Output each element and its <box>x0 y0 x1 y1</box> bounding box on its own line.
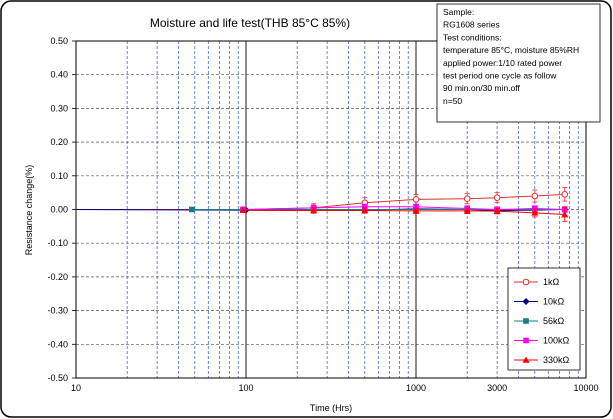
legend-item: 10kΩ <box>514 297 565 307</box>
legend-box <box>507 267 581 371</box>
legend-marker <box>522 356 530 363</box>
x-tick-label: 3000 <box>487 383 507 393</box>
y-tick-label: -0.40 <box>47 339 68 349</box>
x-axis-ticks: 10 100 1000 3000 10000 <box>71 383 599 393</box>
y-tick-label: 0.20 <box>50 137 68 147</box>
legend-label: 330kΩ <box>543 355 570 365</box>
y-tick-label: -0.20 <box>47 272 68 282</box>
note-line: test period one cycle as follow <box>443 71 557 81</box>
data-point <box>412 196 420 203</box>
data-point <box>531 209 539 216</box>
note-line: Test conditions: <box>443 32 502 42</box>
legend-item: 56kΩ <box>514 316 565 326</box>
series-line <box>242 209 565 216</box>
chart-title: Moisture and life test(THB 85°C 85%) <box>150 16 350 30</box>
legend-label: 10kΩ <box>543 297 565 307</box>
test-conditions-note: Sample: RG1608 series Test conditions: temp… <box>436 3 601 123</box>
note-line: 90 min.on/30 min.off <box>443 83 520 93</box>
legend-marker <box>523 318 529 324</box>
data-point <box>412 207 420 214</box>
y-tick-label: -0.30 <box>47 306 68 316</box>
y-tick-label: 0.00 <box>50 205 68 215</box>
data-point <box>493 194 501 202</box>
legend: 1kΩ 10kΩ 56kΩ 100kΩ 330kΩ <box>507 267 581 371</box>
x-tick-label: 10000 <box>573 383 598 393</box>
y-tick-label: 0.50 <box>50 36 68 46</box>
legend-item: 1kΩ <box>514 277 560 287</box>
data-point <box>413 204 419 210</box>
y-axis-label: Resistance change(%) <box>24 165 34 256</box>
data-point <box>561 211 569 218</box>
series-4 <box>239 206 569 222</box>
y-axis-ticks: 0.50 0.40 0.30 0.20 0.10 0.00 -0.10 -0.20 -0.30 -… <box>47 36 76 383</box>
note-line: RG1608 series <box>443 20 500 30</box>
x-axis-label: Time (Hrs) <box>310 403 352 413</box>
x-tick-label: 1000 <box>406 383 426 393</box>
legend-label: 56kΩ <box>543 316 565 326</box>
note-line: Sample: <box>443 7 474 17</box>
x-tick-label: 100 <box>238 383 253 393</box>
data-point <box>493 207 501 214</box>
data-point <box>463 195 471 203</box>
data-point <box>361 207 369 214</box>
note-line: applied power:1/10 rated power <box>443 58 562 68</box>
y-tick-label: 0.10 <box>50 171 68 181</box>
legend-marker <box>523 337 529 344</box>
data-point <box>561 191 569 198</box>
series-layer <box>75 187 569 222</box>
data-point <box>189 206 195 213</box>
legend-label: 100kΩ <box>543 336 570 346</box>
x-tick-label: 10 <box>71 383 81 393</box>
series-line <box>242 206 565 211</box>
y-tick-label: -0.10 <box>47 238 68 248</box>
legend-marker <box>522 278 530 286</box>
legend-item: 100kΩ <box>514 336 570 346</box>
data-point <box>362 204 368 210</box>
note-line: n=50 <box>443 96 462 106</box>
data-point <box>531 192 539 200</box>
legend-item: 330kΩ <box>514 355 570 365</box>
y-tick-label: 0.30 <box>50 103 68 113</box>
data-point <box>463 207 471 214</box>
note-line: temperature 85°C, moisture 85%RH <box>443 45 579 55</box>
y-tick-label: 0.40 <box>50 70 68 80</box>
y-tick-label: -0.50 <box>47 373 68 383</box>
note-box-border <box>436 3 601 123</box>
data-point <box>239 206 247 213</box>
data-point <box>310 207 318 214</box>
legend-label: 1kΩ <box>543 277 560 287</box>
legend-marker <box>522 298 530 305</box>
